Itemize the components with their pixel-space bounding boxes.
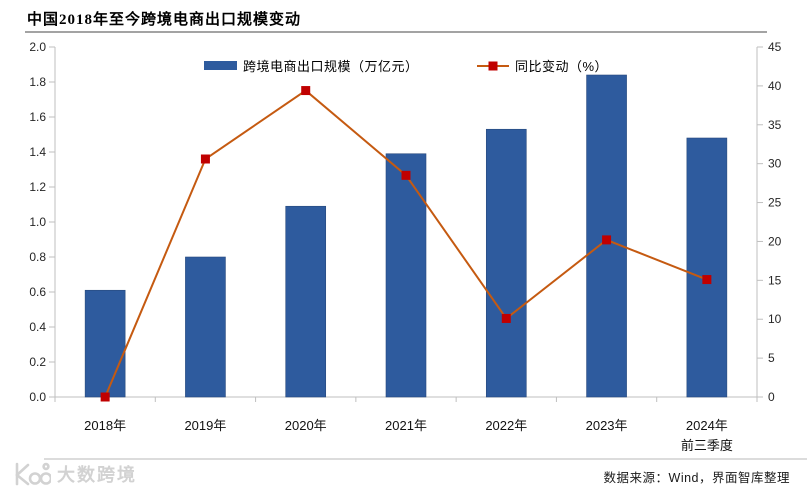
right-axis-tick-label: 35 [768, 118, 782, 132]
yoy-marker-2022年 [501, 313, 511, 323]
x-axis-label: 2023年 [586, 418, 628, 433]
left-axis-tick-label: 1.8 [29, 75, 46, 89]
left-axis-tick-label: 1.2 [29, 180, 46, 194]
yoy-marker-2018年 [100, 392, 110, 402]
right-axis-tick-label: 40 [768, 79, 782, 93]
right-axis-tick-label: 10 [768, 312, 782, 326]
bar-2018年 [84, 289, 126, 398]
x-axis-sublabel: 前三季度 [681, 438, 733, 453]
x-axis-label: 2020年 [285, 418, 327, 433]
yoy-marker-2019年 [200, 154, 210, 164]
yoy-marker-2021年 [401, 170, 411, 180]
bar-2019年 [185, 256, 226, 398]
right-axis-tick-label: 45 [768, 40, 782, 54]
left-axis-tick-label: 0.0 [29, 390, 46, 404]
bar-2021年 [385, 153, 427, 398]
page-title: 中国2018年至今跨境电商出口规模变动 [27, 12, 302, 28]
x-axis-label: 2022年 [485, 418, 527, 433]
right-axis-tick-label: 0 [768, 390, 775, 404]
watermark-text: 大数跨境 [57, 465, 137, 485]
legend-yoy-change: 同比变动（%） [477, 56, 608, 75]
dashu-kuajing-logo-icon [15, 462, 51, 486]
title-divider [25, 31, 767, 33]
left-axis-tick-label: 2.0 [29, 40, 46, 54]
x-axis-label: 2021年 [385, 418, 427, 433]
left-axis-tick-label: 0.8 [29, 250, 46, 264]
chart-svg: 0.0 0.2 0.4 0.6 0.8 1.0 1.2 1.4 1.6 1.8 2.0 0 5 10 15 2… [29, 40, 782, 453]
right-axis-tick-label: 20 [768, 234, 782, 248]
line-marker-swatch-icon [488, 61, 498, 70]
x-axis-label: 2024年 [686, 418, 728, 433]
bar-2024年 [686, 137, 728, 398]
watermark: 大数跨境 [13, 461, 137, 487]
legend-export-scale-label: 跨境电商出口规模（万亿元） [243, 59, 419, 74]
bar-2022年 [485, 128, 527, 398]
legend-export-scale: 跨境电商出口规模（万亿元） [204, 56, 419, 75]
right-axis-tick-label: 25 [768, 196, 782, 210]
right-axis-tick-label: 30 [768, 157, 782, 171]
bar-series-swatch-icon [204, 61, 237, 70]
right-axis-tick-label: 5 [768, 351, 775, 365]
left-axis-tick-label: 0.2 [29, 355, 46, 369]
bar-2020年 [285, 205, 327, 398]
yoy-marker-2023年 [602, 235, 612, 245]
data-source-note: 数据来源：Wind，界面智库整理 [603, 471, 790, 485]
left-axis-tick-label: 1.4 [29, 145, 46, 159]
line-series-swatch-icon [477, 61, 509, 70]
yoy-marker-2024年 [702, 275, 712, 285]
left-axis-tick-label: 0.4 [29, 320, 46, 334]
left-axis-tick-label: 1.0 [29, 215, 46, 229]
left-axis-tick-label: 0.6 [29, 285, 46, 299]
x-axis-label: 2019年 [184, 418, 226, 433]
legend-yoy-change-label: 同比变动（%） [515, 59, 609, 74]
footer-divider [44, 458, 807, 460]
x-axis-label: 2018年 [84, 418, 126, 433]
left-axis-tick-label: 1.6 [29, 110, 46, 124]
yoy-marker-2020年 [301, 86, 311, 96]
right-axis-tick-label: 15 [768, 273, 782, 287]
